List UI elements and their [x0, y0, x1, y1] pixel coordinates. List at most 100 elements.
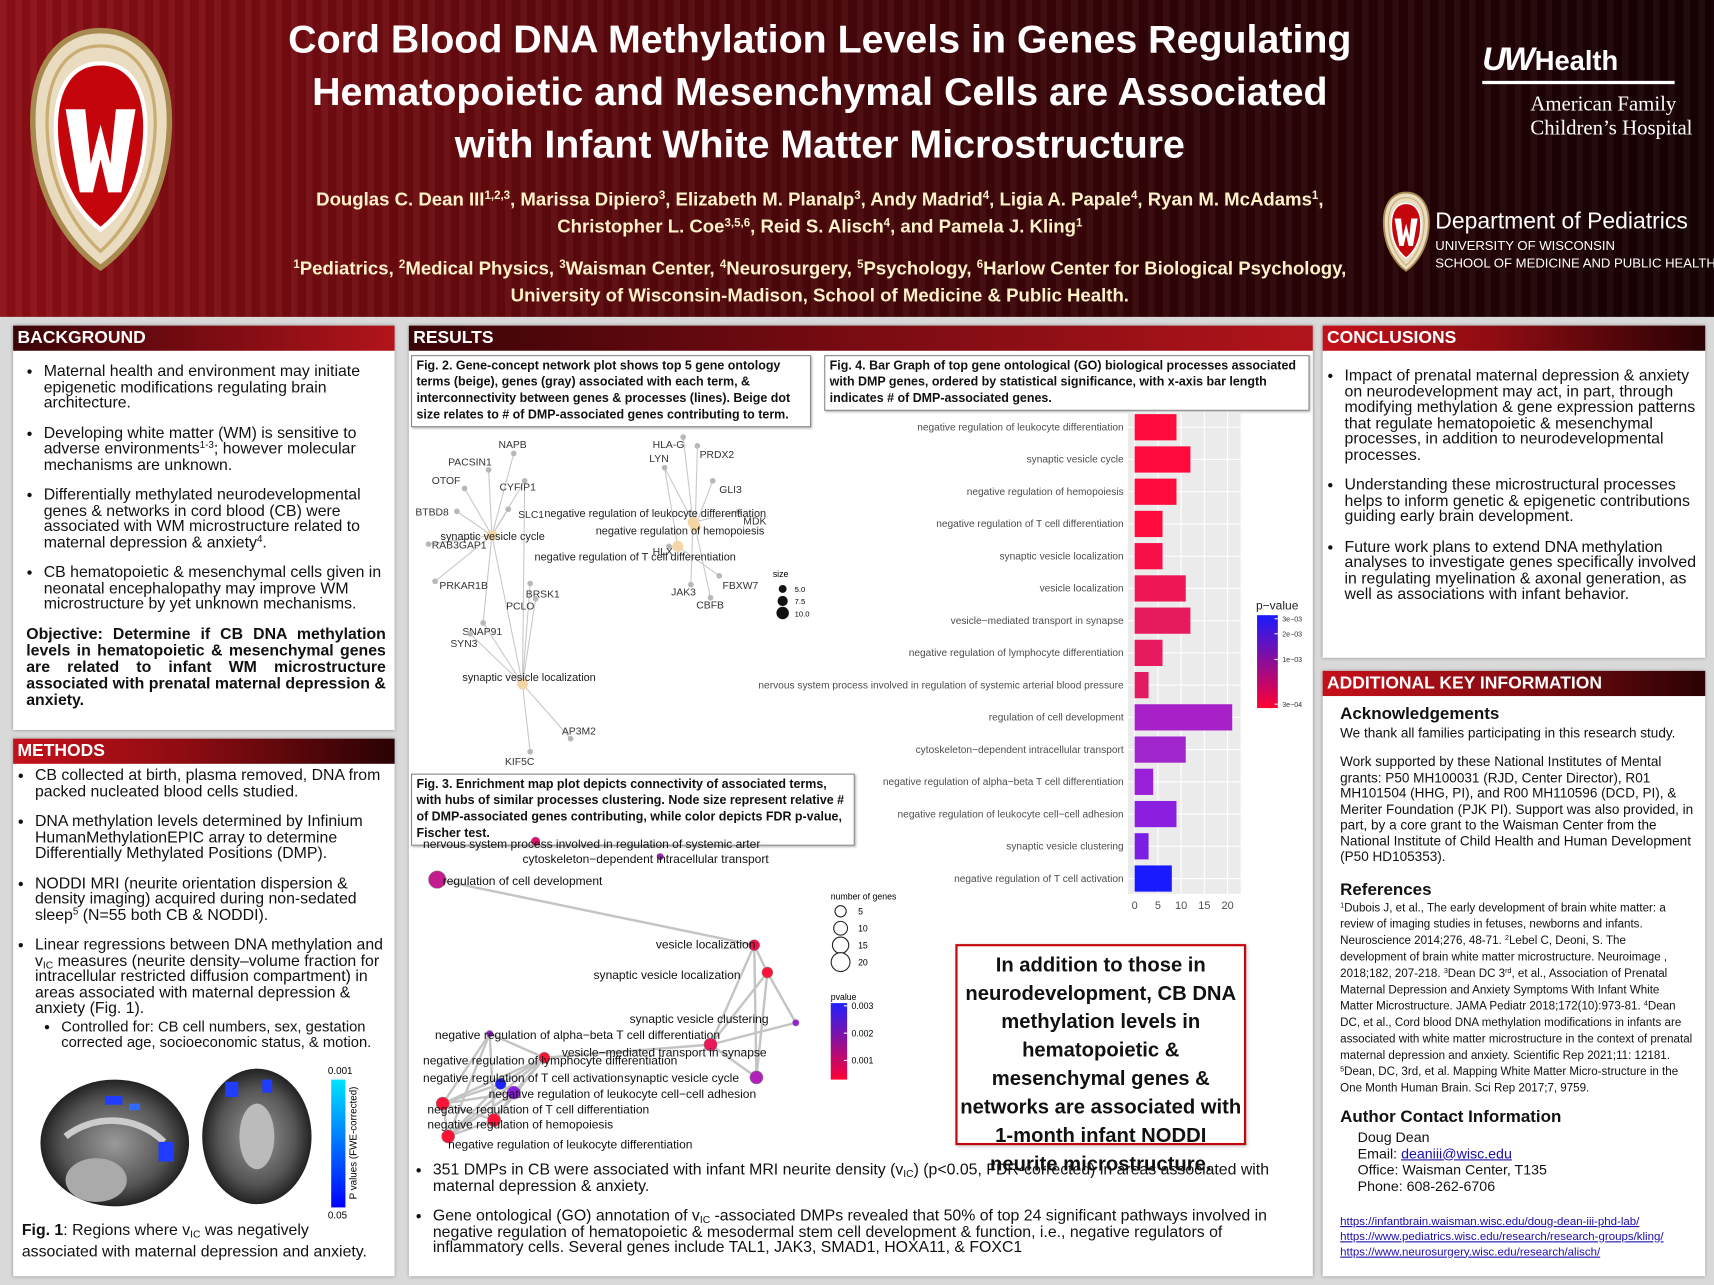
- text-run: ) (p<0.05, FDR-corrected) in areas assoc…: [432, 1161, 1270, 1195]
- supscript: 4: [1130, 189, 1138, 203]
- text-run: , Reid S. Alisch: [750, 216, 884, 238]
- supscript: 3: [1443, 967, 1448, 976]
- text-run: Differentially methylated neurodevelopme…: [43, 486, 361, 552]
- text-run: Gene ontological (GO) annotation of v: [432, 1207, 700, 1225]
- objective: Objective: Determine if CB DNA methylati…: [26, 625, 386, 709]
- text-run: Linear regressions between DNA methylati…: [34, 936, 384, 970]
- text-run: Dean, DC, 3rd, et al. Mapping White Matt…: [1340, 1065, 1679, 1095]
- section-heading: CONCLUSIONS: [1322, 325, 1706, 351]
- supscript: 2: [1504, 934, 1509, 943]
- link-row: https://www.pediatrics.wisc.edu/research…: [1340, 1229, 1694, 1244]
- subscript: IC: [903, 1167, 914, 1180]
- text-run: , Christopher L. Coe: [557, 189, 1324, 238]
- authors: Douglas C. Dean III1,2,3, Marissa Dipier…: [295, 186, 1344, 241]
- link-list: https://infantbrain.waisman.wisc.edu/dou…: [1340, 1213, 1694, 1259]
- section-heading: RESULTS: [408, 325, 1313, 351]
- sub-bullet-list: Controlled for: CB cell numbers, sex, ge…: [35, 1018, 386, 1050]
- fig3-caption: Fig. 3. Enrichment map plot depicts conn…: [411, 773, 855, 846]
- additional-panel: ADDITIONAL KEY INFORMATION Acknowledgeme…: [1322, 670, 1706, 1277]
- bullet: Maternal health and environment may init…: [44, 364, 386, 412]
- text-run: NODDI MRI (neurite orientation dispersio…: [34, 874, 357, 924]
- funding: Work supported by these National Institu…: [1340, 753, 1694, 865]
- supscript: 1: [1340, 901, 1345, 910]
- email-link[interactable]: deaniii@wisc.edu: [1401, 1144, 1512, 1161]
- bullet: Differentially methylated neurodevelopme…: [44, 487, 386, 550]
- text-run: Waisman Center,: [565, 257, 720, 279]
- supscript: 1: [1311, 189, 1319, 203]
- references: 1Dubois J, et al., The early development…: [1340, 900, 1694, 1097]
- bullet: CB collected at birth, plasma removed, D…: [35, 768, 386, 800]
- supscript: 1: [293, 258, 300, 272]
- text-run: Psychology,: [863, 257, 977, 279]
- subscript: IC: [42, 958, 54, 971]
- section-heading: ADDITIONAL KEY INFORMATION: [1322, 670, 1706, 697]
- school: SCHOOL OF MEDICINE AND PUBLIC HEALTH: [1435, 255, 1714, 271]
- text-run: Dubois J, et al., The early development …: [1340, 901, 1666, 948]
- department: Department of Pediatrics: [1435, 208, 1688, 234]
- text-run: (N=55 both CB & NODDI).: [78, 906, 269, 924]
- fig1-caption: Fig. 1: Regions where vIC was negatively…: [22, 1219, 383, 1263]
- text-run: 351 DMPs in CB were associated with infa…: [432, 1161, 904, 1180]
- text-run: Neurosurgery,: [726, 257, 858, 279]
- callout: In addition to those in neurodevelopment…: [955, 944, 1247, 1175]
- subscript: IC: [190, 1227, 201, 1240]
- supscript: 4: [719, 258, 727, 272]
- bullet-text: Linear regressions between DNA methylati…: [35, 936, 383, 1017]
- contact-phone: Phone: 608-262-6706: [1357, 1177, 1496, 1194]
- acknowledgements: We thank all families participating in t…: [1340, 725, 1676, 741]
- fig2-caption: Fig. 2. Gene-concept network plot shows …: [411, 355, 812, 428]
- university: UNIVERSITY OF WISCONSIN: [1435, 238, 1616, 254]
- text-run: , Elizabeth M. Planalp: [665, 189, 855, 210]
- contact-email: Email: deaniii@wisc.edu: [1358, 1145, 1695, 1161]
- affiliations: 1Pediatrics, 2Medical Physics, 3Waisman …: [273, 255, 1366, 310]
- link[interactable]: https://www.pediatrics.wisc.edu/research…: [1340, 1229, 1664, 1243]
- link[interactable]: https://infantbrain.waisman.wisc.edu/dou…: [1340, 1214, 1640, 1228]
- link-row: https://infantbrain.waisman.wisc.edu/dou…: [1340, 1213, 1694, 1228]
- text-run: , Ryan M. McAdams: [1137, 189, 1312, 210]
- section-heading: BACKGROUND: [13, 325, 395, 351]
- subscript: IC: [699, 1213, 711, 1226]
- text-run: Douglas C. Dean III: [316, 189, 485, 210]
- bullet: Gene ontological (GO) annotation of vIC …: [432, 1207, 1307, 1257]
- text-run: ; however molecular mechanisms are unkno…: [43, 440, 356, 474]
- bullet: Impact of prenatal maternal depression &…: [1345, 368, 1697, 463]
- supscript: 5: [72, 905, 79, 917]
- text-run: -associated DMPs revealed that 50% of to…: [432, 1207, 1267, 1257]
- bullet: Future work plans to extend DNA methylat…: [1345, 539, 1697, 602]
- text-run: : Regions where v: [63, 1221, 191, 1240]
- supscript: 4: [1643, 1000, 1648, 1008]
- email-label: Email:: [1357, 1144, 1402, 1161]
- text-run: Dean DC 3: [1447, 967, 1506, 981]
- uw-logo: UW: [1482, 41, 1534, 78]
- bullet: DNA methylation levels determined by Inf…: [35, 814, 386, 862]
- bullet: CB hematopoietic & mesenchymal cells giv…: [44, 565, 386, 613]
- supscript: rd: [1505, 967, 1512, 976]
- supscript: 3: [559, 258, 566, 272]
- background-panel: BACKGROUND Maternal health and environme…: [13, 325, 395, 730]
- supscript: 3,5,6: [724, 216, 751, 230]
- text-run: Developing white matter (WM) is sensitiv…: [43, 424, 357, 458]
- supscript: 4: [256, 532, 263, 544]
- text-run: , and Pamela J. Kling: [890, 216, 1076, 238]
- link[interactable]: https://www.neurosurgery.wisc.edu/resear…: [1340, 1245, 1601, 1259]
- text-run: Pediatrics,: [299, 257, 399, 279]
- fig4-caption: Fig. 4. Bar Graph of top gene ontologica…: [824, 355, 1310, 411]
- text-run: , Ligia A. Papale: [989, 189, 1131, 210]
- link-row: https://www.neurosurgery.wisc.edu/resear…: [1340, 1244, 1694, 1259]
- subheading: Acknowledgements: [1340, 704, 1500, 724]
- hospital-line: Children’s Hospital: [1530, 116, 1693, 140]
- bullet: Developing white matter (WM) is sensitiv…: [43, 424, 386, 474]
- section-heading: METHODS: [13, 738, 395, 764]
- additional-body: Acknowledgements We thank all families p…: [1323, 704, 1706, 1259]
- text-run: , Marissa Dipiero: [510, 189, 659, 210]
- bullet-list: CB collected at birth, plasma removed, D…: [13, 768, 394, 1049]
- health-logo: Health: [1534, 45, 1619, 77]
- bullet: Controlled for: CB cell numbers, sex, ge…: [61, 1018, 386, 1050]
- subheading: Author Contact Information: [1340, 1107, 1562, 1127]
- bullet: NODDI MRI (neurite orientation dispersio…: [35, 876, 386, 924]
- text-run: Dean DC, et al., Cord blood DNA methylat…: [1340, 999, 1693, 1063]
- supscript: 1,2,3: [484, 189, 511, 203]
- supscript: 5: [857, 258, 864, 272]
